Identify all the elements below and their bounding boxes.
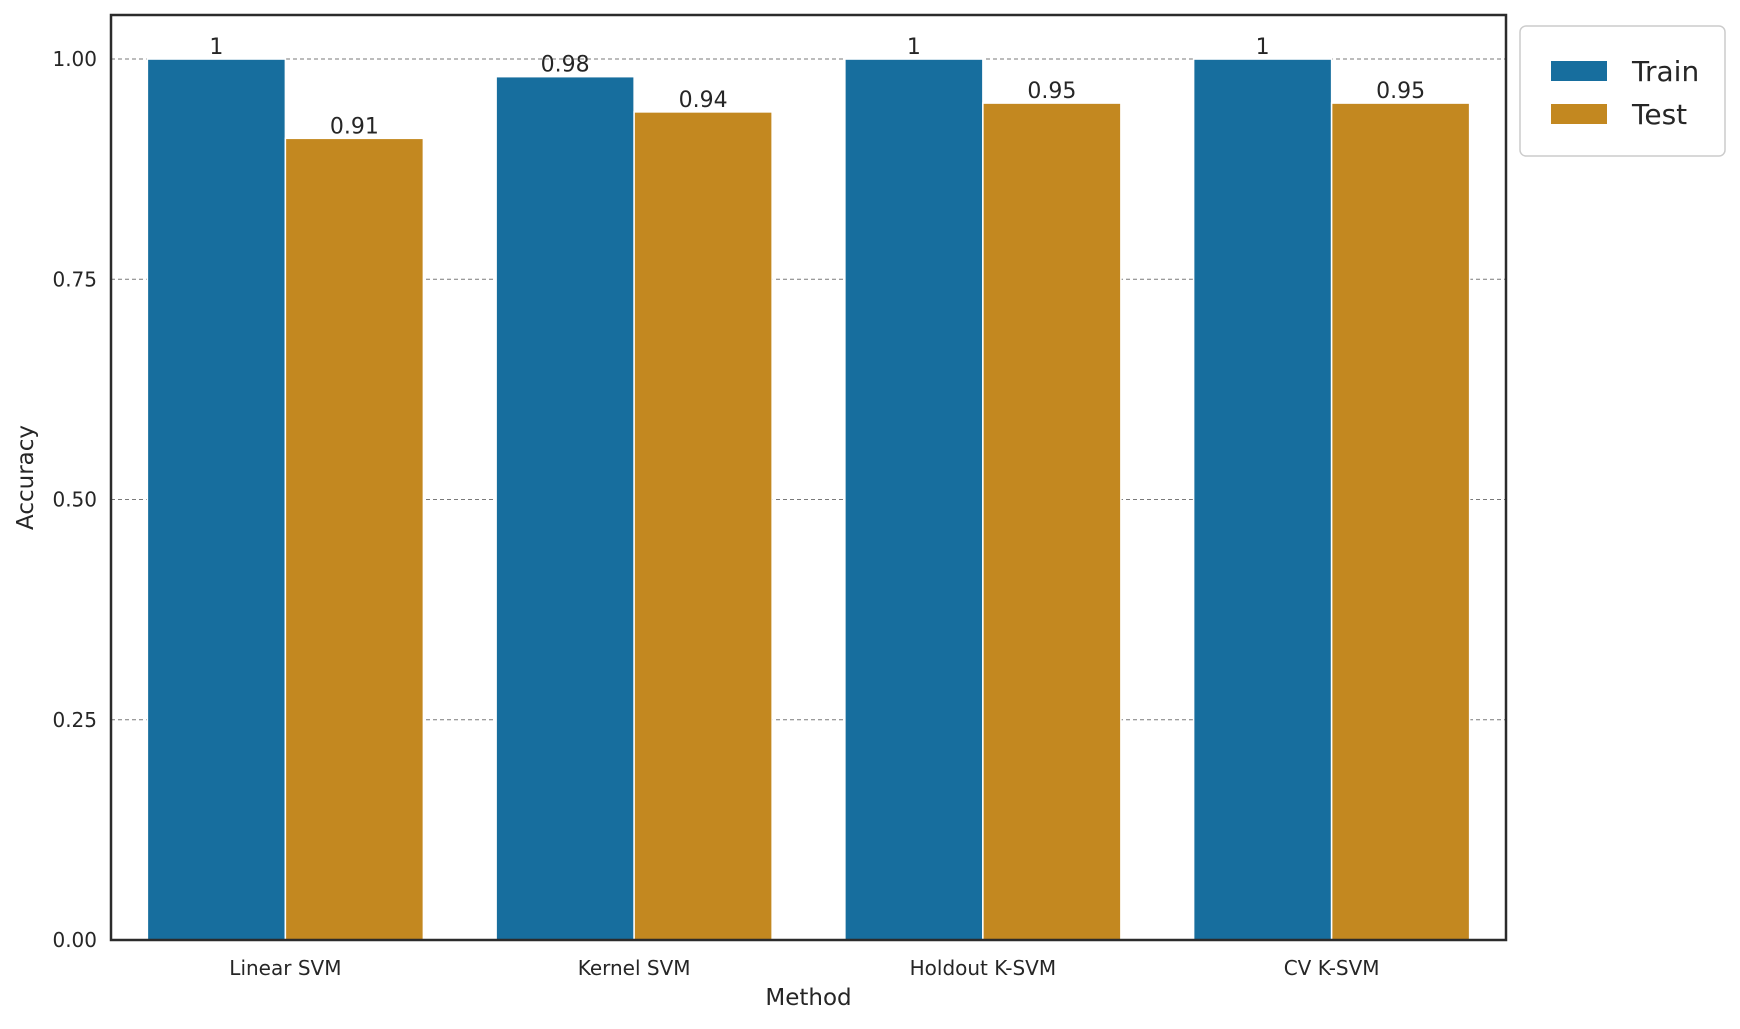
bar-test	[633, 111, 773, 941]
bar-train	[495, 75, 635, 941]
bar-value-label: 1	[209, 35, 223, 60]
x-tick-label: Linear SVM	[229, 956, 341, 980]
y-tick-label: 0.25	[52, 708, 97, 732]
bar-value-label: 0.94	[679, 88, 728, 113]
bar-train	[146, 58, 287, 941]
legend-label-test: Test	[1631, 98, 1687, 131]
y-tick-label: 0.50	[52, 488, 97, 512]
x-axis-ticks: Linear SVM Kernel SVM Holdout K-SVM CV K-SV…	[229, 956, 1379, 980]
legend: Train Test	[1519, 25, 1726, 157]
bar-test	[284, 137, 425, 941]
y-axis-ticks: 0.00 0.25 0.50 0.75 1.00	[52, 47, 97, 952]
bar-test	[982, 102, 1122, 941]
bar-value-label: 1	[1256, 35, 1270, 60]
x-tick-label: CV K-SVM	[1284, 956, 1380, 980]
bar-train	[844, 58, 984, 941]
bar-value-label: 0.95	[1027, 79, 1076, 104]
x-tick-label: Holdout K-SVM	[910, 956, 1057, 980]
bar-value-label: 0.95	[1376, 79, 1425, 104]
bar-value-label: 1	[907, 35, 921, 60]
x-axis-label: Method	[765, 985, 851, 1011]
y-tick-label: 1.00	[52, 47, 97, 71]
y-tick-label: 0.00	[52, 928, 97, 952]
y-axis-label: Accuracy	[13, 425, 39, 530]
legend-swatch-test	[1551, 104, 1607, 124]
legend-frame	[1519, 25, 1726, 157]
legend-swatch-train	[1551, 61, 1607, 81]
y-tick-label: 0.75	[52, 267, 97, 291]
plot-frame	[109, 13, 1508, 942]
bar-test	[1330, 102, 1471, 941]
legend-label-train: Train	[1631, 55, 1699, 88]
bar-value-labels: 1 0.91 0.98 0.94 1 0.95 1 0.95	[209, 35, 1425, 139]
bars	[146, 58, 1471, 941]
bar-train	[1192, 58, 1333, 941]
x-tick-label: Kernel SVM	[578, 956, 691, 980]
bar-value-label: 0.91	[330, 114, 379, 139]
bar-value-label: 0.98	[541, 53, 590, 78]
